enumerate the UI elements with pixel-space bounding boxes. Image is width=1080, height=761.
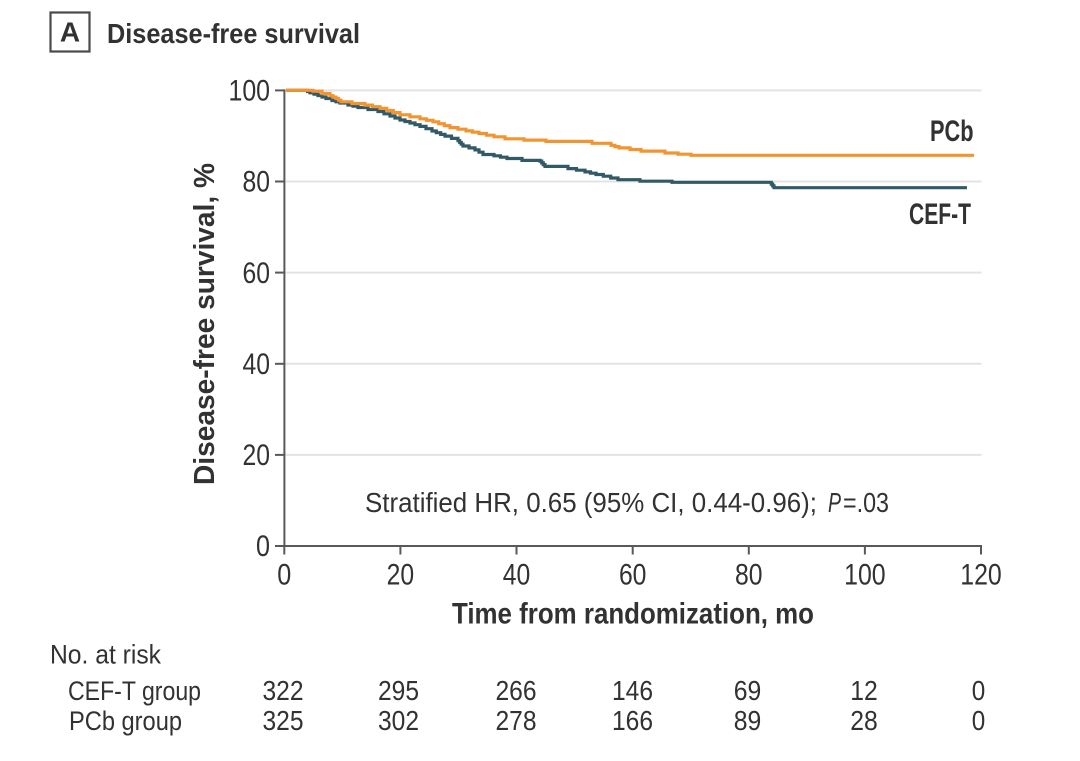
svg-text:166: 166 xyxy=(612,705,653,736)
svg-text:120: 120 xyxy=(960,559,1002,592)
svg-text:20: 20 xyxy=(387,559,415,592)
svg-text:60: 60 xyxy=(619,559,647,592)
svg-text:322: 322 xyxy=(263,675,304,706)
svg-text:Disease-free survival: Disease-free survival xyxy=(107,18,360,49)
svg-text:PCb: PCb xyxy=(930,115,974,148)
svg-text:Disease-free survival, %: Disease-free survival, % xyxy=(189,163,221,485)
svg-text:40: 40 xyxy=(243,348,271,381)
svg-text:A: A xyxy=(60,17,80,48)
svg-text:40: 40 xyxy=(503,559,531,592)
svg-text:146: 146 xyxy=(612,675,653,706)
svg-text:0: 0 xyxy=(972,675,986,706)
svg-text:20: 20 xyxy=(243,439,271,472)
svg-text:266: 266 xyxy=(496,675,537,706)
svg-text:CEF-T: CEF-T xyxy=(909,198,971,231)
svg-text:=.03: =.03 xyxy=(843,487,889,518)
svg-text:60: 60 xyxy=(243,257,271,290)
svg-text:CEF-T group: CEF-T group xyxy=(68,676,201,706)
svg-text:325: 325 xyxy=(263,705,304,736)
svg-text:Stratified HR, 0.65 (95% CI, 0: Stratified HR, 0.65 (95% CI, 0.44-0.96); xyxy=(365,487,817,518)
svg-text:0: 0 xyxy=(972,705,986,736)
svg-text:PCb group: PCb group xyxy=(69,706,182,736)
svg-text:100: 100 xyxy=(229,75,271,108)
svg-text:69: 69 xyxy=(734,675,762,706)
svg-text:302: 302 xyxy=(378,705,419,736)
svg-text:28: 28 xyxy=(850,705,878,736)
svg-text:0: 0 xyxy=(277,559,291,592)
svg-text:0: 0 xyxy=(256,530,270,563)
svg-text:P: P xyxy=(828,487,841,518)
svg-text:80: 80 xyxy=(735,559,763,592)
svg-text:No. at risk: No. at risk xyxy=(50,640,161,670)
svg-text:12: 12 xyxy=(850,675,878,706)
svg-text:89: 89 xyxy=(734,705,762,736)
svg-text:80: 80 xyxy=(243,166,271,199)
svg-text:Time from randomization, mo: Time from randomization, mo xyxy=(452,598,814,631)
svg-text:100: 100 xyxy=(844,559,886,592)
svg-text:295: 295 xyxy=(378,675,419,706)
svg-text:278: 278 xyxy=(496,705,537,736)
